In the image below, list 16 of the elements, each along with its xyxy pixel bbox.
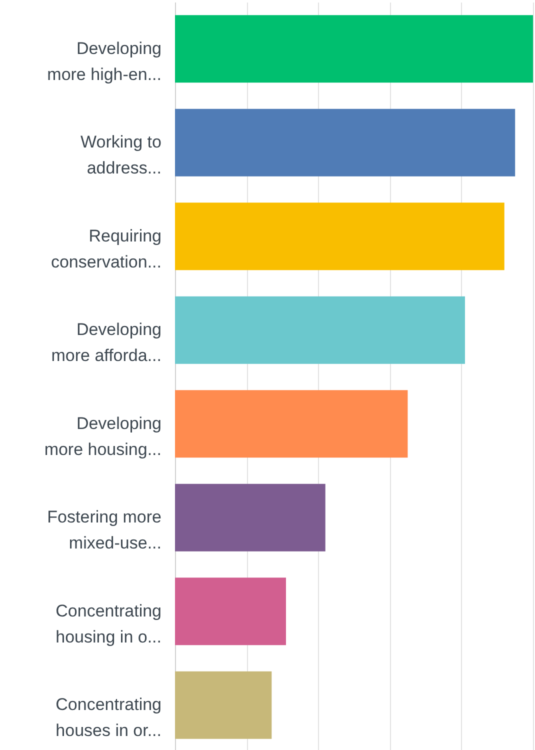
y-tick-label: Concentrating housing in o... bbox=[56, 601, 162, 646]
y-tick-label: Working to address... bbox=[80, 132, 162, 178]
y-tick-label: Concentrating houses in or... bbox=[56, 695, 162, 740]
y-tick-label: Requiring conservation... bbox=[50, 226, 162, 272]
bar bbox=[175, 15, 533, 83]
bar bbox=[175, 484, 326, 552]
bar bbox=[175, 296, 465, 364]
y-tick-label: Developing more housing... bbox=[44, 414, 162, 459]
bar bbox=[175, 390, 408, 458]
y-tick-label: Fostering more mixed-use... bbox=[47, 508, 162, 553]
bar bbox=[175, 578, 286, 646]
bar bbox=[175, 202, 504, 270]
y-tick-label: Developing more high-en... bbox=[47, 38, 162, 84]
bar bbox=[175, 108, 516, 176]
y-tick-label: Developing more afforda... bbox=[51, 320, 162, 366]
bar bbox=[175, 671, 272, 739]
